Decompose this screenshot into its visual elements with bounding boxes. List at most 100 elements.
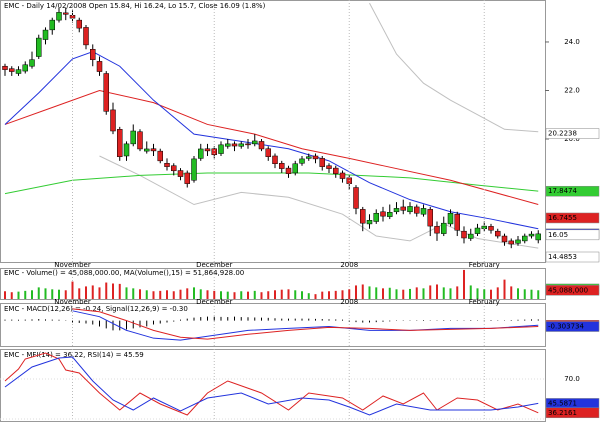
candle-body	[137, 131, 143, 150]
volume-bar	[280, 289, 283, 299]
candle-body	[285, 167, 292, 174]
moving-average	[4, 51, 539, 230]
month-label: February	[469, 298, 500, 306]
value-label-box	[545, 229, 600, 241]
volume-bar	[226, 291, 229, 299]
volume-bar	[220, 291, 222, 299]
volume-bar	[395, 289, 398, 299]
candle-body	[454, 213, 460, 231]
candle-body	[495, 230, 501, 237]
volume-bar	[118, 283, 121, 299]
candle-body	[56, 12, 62, 21]
volume-bar	[422, 288, 425, 299]
y-tick-label: 20.0	[564, 135, 580, 143]
volume-bar	[388, 287, 391, 299]
candle-body	[474, 227, 481, 234]
volume-bar	[449, 288, 452, 299]
candle-body	[387, 212, 393, 217]
volume-bar	[429, 285, 432, 299]
volume-bar	[105, 282, 108, 299]
volume-bar	[145, 290, 148, 299]
volume-bar	[98, 287, 101, 299]
candle-body	[9, 68, 15, 72]
volume-bar	[409, 288, 411, 299]
candle-body	[407, 206, 413, 213]
candle-body	[211, 148, 217, 156]
volume-bar	[91, 285, 94, 299]
candle-body	[319, 158, 325, 167]
month-label: December	[196, 298, 232, 306]
volume-bar	[348, 289, 351, 299]
volume-bar	[456, 286, 459, 299]
candle-body	[279, 163, 285, 169]
volume-bar	[267, 291, 270, 299]
volume-bar	[213, 290, 216, 299]
volume-bar	[10, 292, 13, 299]
volume-bar	[132, 288, 135, 299]
volume-bar	[172, 291, 175, 299]
volume-bar	[233, 292, 236, 299]
value-label: 45,088,000	[548, 286, 588, 294]
value-label-box	[545, 185, 600, 197]
volume-bar	[510, 286, 513, 299]
volume-bar	[139, 289, 141, 299]
volume-bar	[253, 290, 256, 299]
candle-body	[218, 144, 224, 154]
volume-bar	[402, 289, 405, 299]
candle-body	[204, 148, 211, 152]
volume-bar	[240, 291, 243, 299]
value-label: 16.7455	[548, 214, 577, 222]
chart-title: EMC - Daily 14/02/2008 Open 15.84, Hi 16…	[4, 2, 266, 10]
candle-body	[103, 73, 109, 112]
volume-bar	[193, 287, 195, 299]
candle-body	[272, 155, 278, 164]
candle-body	[22, 64, 28, 72]
volume-bar	[85, 286, 87, 299]
volume-bar	[537, 290, 540, 299]
month-label: December	[196, 261, 232, 269]
candle-body	[434, 226, 440, 234]
candle-body	[29, 59, 35, 67]
candle-body	[373, 212, 379, 222]
volume-bar	[287, 289, 290, 299]
volume-bar	[206, 290, 209, 299]
volume-bar	[247, 291, 249, 299]
volume-bar	[328, 291, 330, 299]
candle-body	[258, 141, 265, 150]
candle-body	[447, 212, 454, 225]
volume-bar	[186, 288, 189, 299]
value-label: -0.303734	[548, 323, 584, 331]
candle-body	[83, 27, 89, 46]
volume-bar	[17, 291, 20, 299]
volume-bar	[179, 289, 182, 299]
volume-bar	[436, 284, 438, 299]
volume-bar	[530, 289, 533, 299]
candle-body	[15, 69, 22, 74]
candle-body	[42, 29, 49, 40]
value-label: 45.5871	[548, 399, 577, 407]
panel-frame	[0, 349, 546, 422]
candle-body	[326, 165, 332, 169]
y-tick-label: 22.0	[564, 86, 580, 94]
volume-bar	[496, 287, 499, 299]
volume-bar	[159, 290, 162, 299]
candle-body	[245, 143, 251, 146]
volume-bar	[321, 291, 324, 299]
chart-title: EMC - MFI(14) = 36.22, RSI(14) = 45.59	[4, 351, 144, 359]
candle-body	[238, 143, 244, 147]
candle-body	[501, 235, 508, 243]
month-label: 2008	[340, 298, 358, 306]
volume-bar	[503, 279, 506, 299]
candle-body	[49, 19, 55, 31]
volume-bar	[517, 288, 519, 299]
month-label: February	[469, 261, 500, 269]
candle-body	[333, 167, 339, 174]
volume-bar	[382, 288, 384, 299]
volume-bar	[415, 287, 418, 299]
candle-body	[393, 208, 400, 213]
volume-bar	[341, 290, 344, 299]
candle-body	[123, 143, 130, 157]
volume-bar	[368, 286, 371, 299]
candle-body	[414, 206, 420, 214]
value-label: 36.2161	[548, 409, 577, 417]
